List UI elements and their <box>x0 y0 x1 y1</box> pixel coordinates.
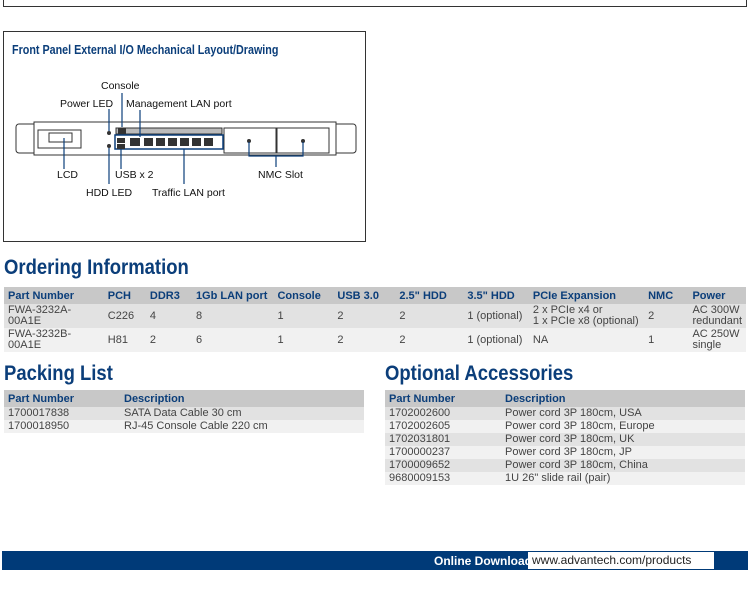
column-header: 3.5" HDD <box>463 287 529 304</box>
footer-bar: Online Download www.advantech.com/produc… <box>2 551 748 570</box>
table-cell: 1700000237 <box>385 446 501 459</box>
label-lcd: LCD <box>57 169 79 181</box>
table-row: 9680009153 1U 26" slide rail (pair) <box>385 472 745 485</box>
table-row: 1702002600 Power cord 3P 180cm, USA <box>385 407 745 420</box>
table-cell: 6 <box>191 328 274 352</box>
online-download-label: Online Download <box>434 554 532 568</box>
table-row: 1700017838 SATA Data Cable 30 cm <box>4 407 364 420</box>
column-header: Description <box>120 390 364 407</box>
label-console: Console <box>101 80 140 92</box>
table-cell: Power cord 3P 180cm, China <box>501 459 745 472</box>
table-cell: 2 <box>395 328 464 352</box>
label-traffic-lan: Traffic LAN port <box>152 187 225 199</box>
table-cell: 1U 26" slide rail (pair) <box>501 472 745 485</box>
table-cell: 1700009652 <box>385 459 501 472</box>
table-cell: 2 <box>333 328 396 352</box>
table-cell: H81 <box>103 328 146 352</box>
table-cell: AC 250W single <box>688 328 746 352</box>
table-cell: SATA Data Cable 30 cm <box>120 407 364 420</box>
table-cell: 1 <box>273 328 334 352</box>
table-cell: 1 <box>644 328 689 352</box>
column-header: Part Number <box>385 390 501 407</box>
table-row: FWA-3232A-00A1E C226 4 8 1 2 2 1 (optional) 2 x … <box>4 304 746 328</box>
column-header: PCH <box>103 287 146 304</box>
label-usb: USB x 2 <box>115 169 154 181</box>
table-cell: 2 x PCIe x4 or 1 x PCIe x8 (optional) <box>528 304 645 328</box>
table-cell: 2 <box>333 304 396 328</box>
table-cell: 1 (optional) <box>463 304 529 328</box>
column-header: USB 3.0 <box>333 287 396 304</box>
column-header: NMC <box>644 287 689 304</box>
table-cell: C226 <box>103 304 146 328</box>
column-header: 2.5" HDD <box>395 287 464 304</box>
table-cell: 2 <box>644 304 689 328</box>
table-cell: 2 <box>145 328 192 352</box>
table-cell: 1 <box>273 304 334 328</box>
column-header: 1Gb LAN port <box>191 287 274 304</box>
table-row: 1702031801 Power cord 3P 180cm, UK <box>385 433 745 446</box>
packing-table: Part Number Description 1700017838 SATA Dat… <box>4 390 364 433</box>
front-panel-title: Front Panel External I/O Mechanical Layo… <box>12 43 279 57</box>
table-cell: FWA-3232A-00A1E <box>4 304 104 328</box>
label-power-led: Power LED <box>60 98 114 110</box>
table-cell: 1700017838 <box>4 407 120 420</box>
accessories-heading: Optional Accessories <box>385 362 574 385</box>
column-header: Description <box>501 390 745 407</box>
table-cell: 1702002600 <box>385 407 501 420</box>
table-row: 1700018950 RJ-45 Console Cable 220 cm <box>4 420 364 433</box>
ordering-table: Part Number PCH DDR3 1Gb LAN port Console USB… <box>4 287 746 352</box>
table-cell: 1700018950 <box>4 420 120 433</box>
accessories-table: Part Number Description 1702002600 Power co… <box>385 390 745 485</box>
table-cell: Power cord 3P 180cm, Europe <box>501 420 745 433</box>
column-header: DDR3 <box>145 287 192 304</box>
column-header: Power <box>688 287 746 304</box>
packing-heading: Packing List <box>4 362 113 385</box>
column-header: Part Number <box>4 390 120 407</box>
table-cell: 4 <box>145 304 192 328</box>
table-cell: RJ-45 Console Cable 220 cm <box>120 420 364 433</box>
label-hdd-led: HDD LED <box>86 187 133 199</box>
table-cell: 1702002605 <box>385 420 501 433</box>
front-panel-drawing-box: Front Panel External I/O Mechanical Layo… <box>3 31 366 242</box>
table-cell: 2 <box>395 304 464 328</box>
table-cell: Power cord 3P 180cm, USA <box>501 407 745 420</box>
label-nmc-slot: NMC Slot <box>258 169 303 181</box>
table-cell: AC 300W redundant <box>688 304 746 328</box>
table-cell: Power cord 3P 180cm, UK <box>501 433 745 446</box>
table-cell: 9680009153 <box>385 472 501 485</box>
table-row: 1700000237 Power cord 3P 180cm, JP <box>385 446 745 459</box>
table-row: 1700009652 Power cord 3P 180cm, China <box>385 459 745 472</box>
table-cell: Power cord 3P 180cm, JP <box>501 446 745 459</box>
top-section-border <box>3 0 747 7</box>
table-cell: 8 <box>191 304 274 328</box>
table-cell: 1 (optional) <box>463 328 529 352</box>
column-header: Console <box>273 287 334 304</box>
table-cell: 1702031801 <box>385 433 501 446</box>
table-row: 1702002605 Power cord 3P 180cm, Europe <box>385 420 745 433</box>
table-cell: FWA-3232B-00A1E <box>4 328 104 352</box>
table-cell: NA <box>528 328 645 352</box>
ordering-heading: Ordering Information <box>4 256 189 279</box>
column-header: PCIe Expansion <box>528 287 645 304</box>
column-header: Part Number <box>4 287 104 304</box>
front-panel-drawing <box>15 93 357 184</box>
table-row: FWA-3232B-00A1E H81 2 6 1 2 2 1 (optional) NA 1 AC… <box>4 328 746 352</box>
label-management-lan: Management LAN port <box>126 98 232 110</box>
online-download-link[interactable]: www.advantech.com/products <box>528 552 714 569</box>
